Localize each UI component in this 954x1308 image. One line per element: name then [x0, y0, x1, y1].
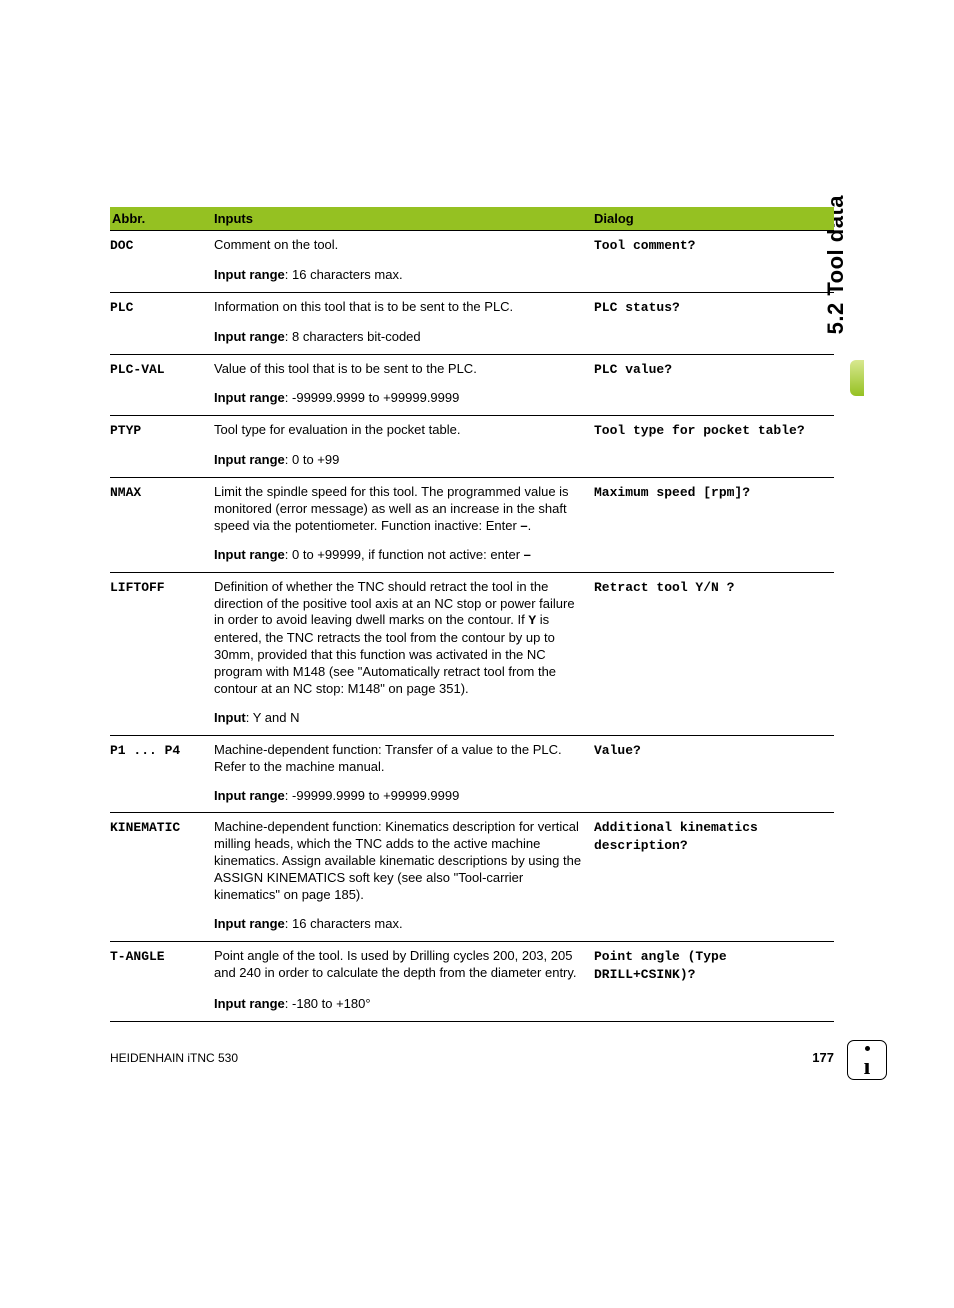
cell-empty — [594, 384, 834, 415]
cell-inputs: Information on this tool that is to be s… — [214, 292, 594, 322]
table-row: NMAXLimit the spindle speed for this too… — [110, 478, 834, 541]
table-row-range: Input range: -99999.9999 to +99999.9999 — [110, 384, 834, 415]
table-row: KINEMATICMachine-dependent function: Kin… — [110, 813, 834, 910]
cell-dialog: Additional kinematics description? — [594, 813, 834, 910]
cell-inputs: Machine-dependent function: Kinematics d… — [214, 813, 594, 910]
cell-dialog: PLC value? — [594, 354, 834, 384]
cell-inputs: Comment on the tool. — [214, 231, 594, 261]
cell-empty — [594, 446, 834, 477]
cell-empty — [110, 910, 214, 941]
cell-dialog: Maximum speed [rpm]? — [594, 478, 834, 541]
cell-dialog: Retract tool Y/N ? — [594, 572, 834, 704]
cell-dialog: Tool type for pocket table? — [594, 416, 834, 446]
cell-inputs: Machine-dependent function: Transfer of … — [214, 735, 594, 781]
cell-empty — [110, 446, 214, 477]
cell-empty — [110, 704, 214, 735]
cell-empty — [594, 541, 834, 572]
cell-empty — [110, 990, 214, 1021]
cell-input-range: Input range: -99999.9999 to +99999.9999 — [214, 782, 594, 813]
cell-abbr: NMAX — [110, 478, 214, 541]
table-row-range: Input range: 16 characters max. — [110, 910, 834, 941]
cell-inputs: Limit the spindle speed for this tool. T… — [214, 478, 594, 541]
cell-empty — [594, 782, 834, 813]
cell-dialog: Value? — [594, 735, 834, 781]
cell-inputs: Definition of whether the TNC should ret… — [214, 572, 594, 704]
page-footer: HEIDENHAIN iTNC 530 177 — [110, 1050, 834, 1065]
table-row: PTYPTool type for evaluation in the pock… — [110, 416, 834, 446]
cell-empty — [110, 782, 214, 813]
cell-input-range: Input range: -99999.9999 to +99999.9999 — [214, 384, 594, 415]
cell-abbr: DOC — [110, 231, 214, 261]
cell-empty — [594, 323, 834, 354]
header-abbr: Abbr. — [110, 207, 214, 231]
cell-empty — [110, 323, 214, 354]
cell-abbr: PTYP — [110, 416, 214, 446]
cell-empty — [594, 261, 834, 292]
table-row-range: Input: Y and N — [110, 704, 834, 735]
header-dialog: Dialog — [594, 207, 834, 231]
cell-dialog: Point angle (Type DRILL+CSINK)? — [594, 941, 834, 989]
thumb-tab — [850, 360, 864, 396]
cell-abbr: PLC — [110, 292, 214, 322]
table-row-range: Input range: -180 to +180° — [110, 990, 834, 1021]
cell-dialog: Tool comment? — [594, 231, 834, 261]
table-row-range: Input range: -99999.9999 to +99999.9999 — [110, 782, 834, 813]
cell-abbr: KINEMATIC — [110, 813, 214, 910]
cell-abbr: LIFTOFF — [110, 572, 214, 704]
header-inputs: Inputs — [214, 207, 594, 231]
cell-input-range: Input range: 0 to +99 — [214, 446, 594, 477]
table-row: T-ANGLEPoint angle of the tool. Is used … — [110, 941, 834, 989]
info-icon: ı — [847, 1040, 887, 1080]
cell-inputs: Tool type for evaluation in the pocket t… — [214, 416, 594, 446]
cell-empty — [594, 910, 834, 941]
cell-inputs: Value of this tool that is to be sent to… — [214, 354, 594, 384]
table-row-range: Input range: 8 characters bit-coded — [110, 323, 834, 354]
page-number: 177 — [812, 1050, 834, 1065]
cell-input-range: Input range: 8 characters bit-coded — [214, 323, 594, 354]
cell-input-range: Input range: -180 to +180° — [214, 990, 594, 1021]
cell-input-range: Input: Y and N — [214, 704, 594, 735]
table-row-range: Input range: 16 characters max. — [110, 261, 834, 292]
cell-input-range: Input range: 16 characters max. — [214, 910, 594, 941]
cell-empty — [110, 261, 214, 292]
table-row: LIFTOFFDefinition of whether the TNC sho… — [110, 572, 834, 704]
cell-empty — [110, 384, 214, 415]
table-row-range: Input range: 0 to +99 — [110, 446, 834, 477]
footer-left: HEIDENHAIN iTNC 530 — [110, 1051, 238, 1065]
cell-abbr: PLC-VAL — [110, 354, 214, 384]
cell-input-range: Input range: 0 to +99999, if function no… — [214, 541, 594, 572]
cell-abbr: P1 ... P4 — [110, 735, 214, 781]
table-row: DOCComment on the tool.Tool comment? — [110, 231, 834, 261]
cell-empty — [594, 704, 834, 735]
tool-data-table: Abbr. Inputs Dialog DOCComment on the to… — [110, 207, 834, 1022]
cell-abbr: T-ANGLE — [110, 941, 214, 989]
table-row: P1 ... P4Machine-dependent function: Tra… — [110, 735, 834, 781]
table-row: PLC-VALValue of this tool that is to be … — [110, 354, 834, 384]
table-header-row: Abbr. Inputs Dialog — [110, 207, 834, 231]
cell-empty — [594, 990, 834, 1021]
cell-dialog: PLC status? — [594, 292, 834, 322]
table-row-range: Input range: 0 to +99999, if function no… — [110, 541, 834, 572]
table-row: PLCInformation on this tool that is to b… — [110, 292, 834, 322]
page-content: Abbr. Inputs Dialog DOCComment on the to… — [110, 207, 834, 1022]
cell-input-range: Input range: 16 characters max. — [214, 261, 594, 292]
cell-empty — [110, 541, 214, 572]
cell-inputs: Point angle of the tool. Is used by Dril… — [214, 941, 594, 989]
